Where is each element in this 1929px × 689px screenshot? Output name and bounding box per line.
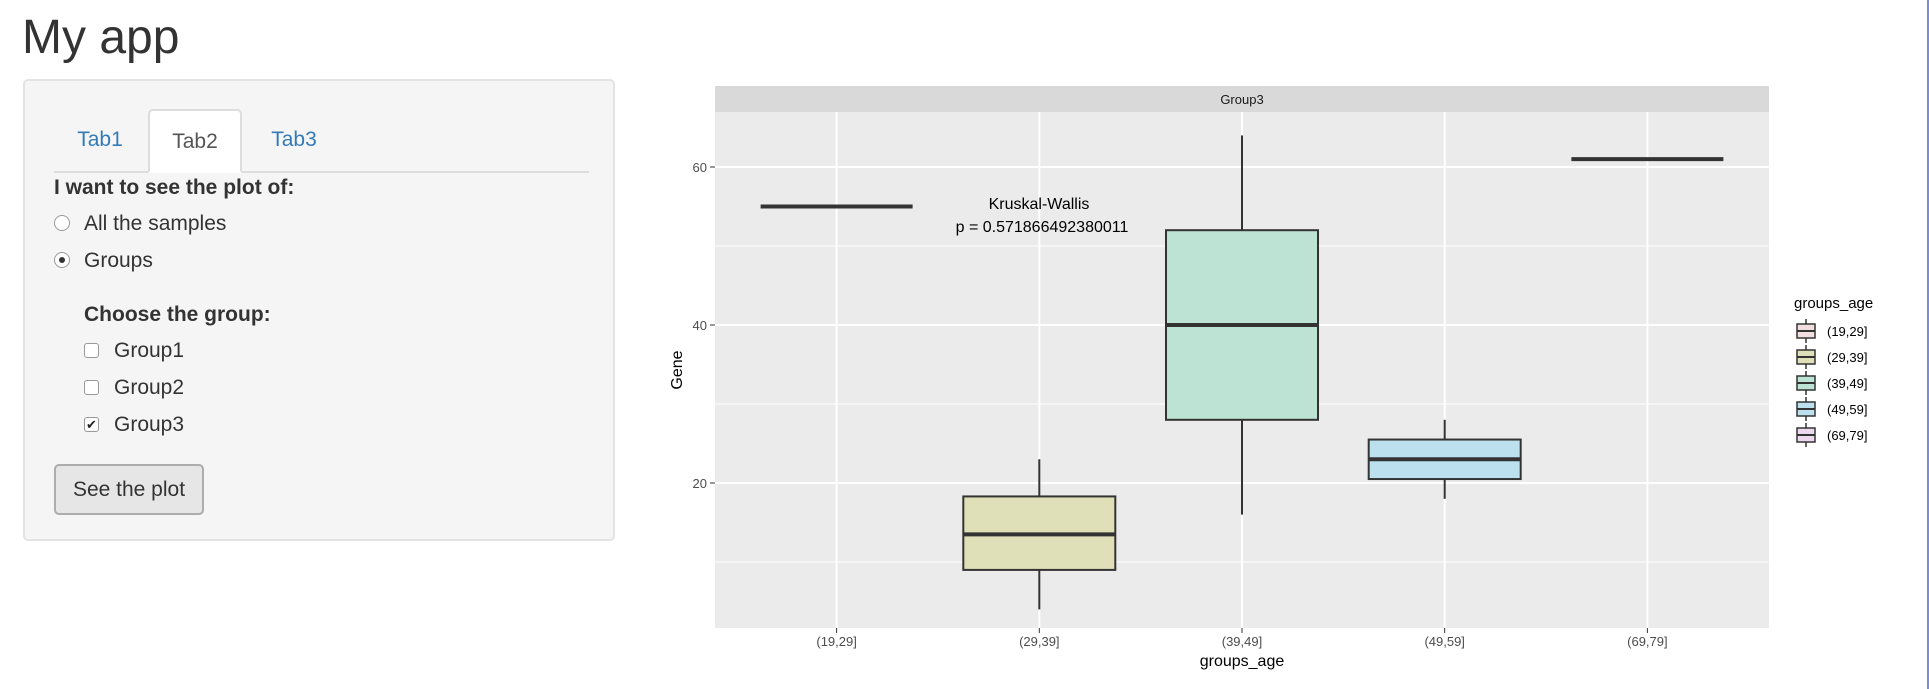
checkbox-group3[interactable]: ✔: [84, 417, 99, 432]
legend-label: (49,59]: [1827, 402, 1867, 417]
legend-item: (39,49]: [1796, 371, 1867, 395]
tab-3[interactable]: Tab3: [271, 128, 317, 151]
tab-bar: Tab1 Tab2 Tab3: [54, 109, 589, 173]
sidebar-panel: Tab1 Tab2 Tab3 I want to see the plot of…: [23, 79, 615, 541]
test-name-annotation: Kruskal-Wallis: [989, 196, 1090, 213]
legend-item: (19,29]: [1796, 319, 1867, 343]
group-choice-label: Choose the group:: [84, 303, 271, 326]
checkbox-group3-label: Group3: [114, 413, 185, 436]
p-value-annotation: p = 0.571866492380011: [956, 219, 1129, 236]
x-tick-label: (19,29]: [816, 634, 856, 649]
legend-item: (49,59]: [1796, 397, 1867, 421]
app-title: My app: [22, 11, 180, 64]
legend-item: (29,39]: [1796, 345, 1867, 369]
y-axis: 20 40 60: [693, 160, 715, 491]
x-axis-title: groups_age: [1200, 653, 1285, 670]
x-tick-label: (69,79]: [1627, 634, 1667, 649]
legend-label: (69,79]: [1827, 428, 1867, 443]
y-tick-label: 60: [693, 160, 707, 175]
boxes: [760, 135, 1724, 610]
checkbox-group1-label: Group1: [114, 339, 185, 362]
facet-strip: [715, 86, 1769, 112]
checkmark-icon: ✔: [86, 417, 97, 432]
y-axis-title: Gene: [669, 350, 686, 389]
x-tick-label: (39,49]: [1222, 634, 1262, 649]
radio-all-samples[interactable]: [54, 215, 70, 231]
x-tick-label: (49,59]: [1424, 634, 1464, 649]
legend-label: (39,49]: [1827, 376, 1867, 391]
see-plot-button[interactable]: See the plot: [54, 464, 204, 515]
checkbox-group1[interactable]: [84, 343, 99, 358]
legend-label: (29,39]: [1827, 350, 1867, 365]
y-tick-label: 20: [693, 476, 707, 491]
facet-title: Group3: [1220, 92, 1263, 107]
legend: (19,29] (29,39] (39,49] (49,59] (69,79]: [1796, 319, 1867, 447]
box-(49,59]: [1367, 419, 1522, 499]
radio-all-samples-label: All the samples: [84, 212, 227, 235]
tab-2[interactable]: Tab2: [148, 109, 242, 173]
radio-groups-label: Groups: [84, 249, 153, 272]
legend-label: (19,29]: [1827, 324, 1867, 339]
checkbox-group2-label: Group2: [114, 376, 185, 399]
legend-item: (69,79]: [1796, 423, 1867, 447]
y-tick-label: 40: [693, 318, 707, 333]
box-(39,49]: [1165, 135, 1319, 515]
plot-choice-label: I want to see the plot of:: [54, 176, 295, 199]
legend-title: groups_age: [1794, 295, 1873, 312]
x-axis: (19,29] (29,39] (39,49] (49,59] (69,79]: [816, 628, 1668, 649]
window-right-border: [1927, 0, 1929, 689]
checkbox-group2[interactable]: [84, 380, 99, 395]
tab-1[interactable]: Tab1: [77, 128, 123, 151]
x-tick-label: (29,39]: [1019, 634, 1059, 649]
box-(29,39]: [962, 459, 1117, 610]
radio-groups[interactable]: [54, 252, 70, 268]
